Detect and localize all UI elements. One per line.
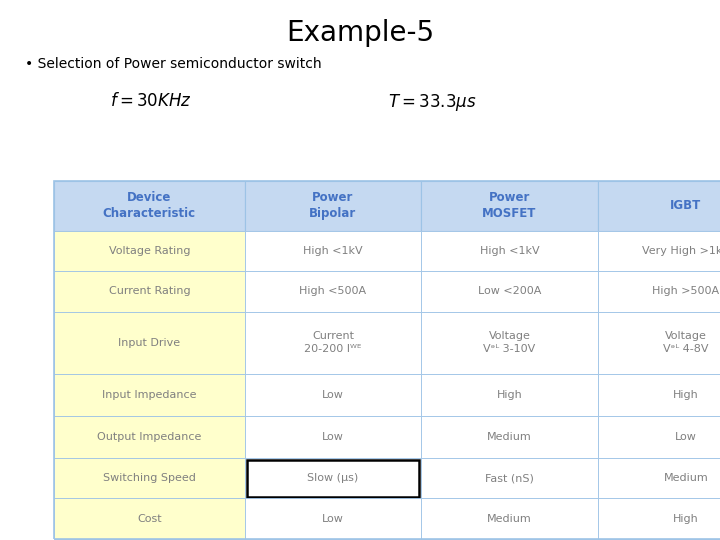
- Bar: [54, 416, 245, 458]
- Bar: [245, 416, 421, 458]
- Bar: [598, 231, 720, 271]
- Bar: [421, 181, 598, 231]
- Text: High: High: [673, 390, 698, 400]
- Bar: [421, 231, 598, 271]
- Text: High: High: [497, 390, 522, 400]
- Text: Power
MOSFET: Power MOSFET: [482, 191, 536, 220]
- Text: Switching Speed: Switching Speed: [103, 473, 196, 483]
- Text: High <1kV: High <1kV: [303, 246, 363, 256]
- Bar: [598, 271, 720, 312]
- Text: Low <200A: Low <200A: [477, 286, 541, 296]
- Text: High >500A: High >500A: [652, 286, 719, 296]
- Bar: [245, 312, 421, 374]
- Text: High: High: [673, 514, 698, 524]
- Bar: [421, 498, 598, 539]
- Text: Very High >1kV: Very High >1kV: [642, 246, 720, 256]
- Text: Low: Low: [322, 514, 344, 524]
- Bar: [245, 498, 421, 539]
- Text: Input Impedance: Input Impedance: [102, 390, 197, 400]
- Text: Voltage
Vᵊᴸ 3-10V: Voltage Vᵊᴸ 3-10V: [483, 332, 536, 354]
- Bar: [54, 458, 245, 498]
- Bar: [54, 181, 720, 539]
- Bar: [421, 458, 598, 498]
- Text: Medium: Medium: [487, 432, 532, 442]
- Bar: [421, 271, 598, 312]
- Bar: [54, 312, 245, 374]
- Text: Voltage
Vᵊᴸ 4-8V: Voltage Vᵊᴸ 4-8V: [663, 332, 708, 354]
- Bar: [421, 416, 598, 458]
- Bar: [245, 231, 421, 271]
- Text: Medium: Medium: [663, 473, 708, 483]
- Text: Power
Bipolar: Power Bipolar: [310, 191, 356, 220]
- Text: Medium: Medium: [487, 514, 532, 524]
- Bar: [421, 374, 598, 416]
- Bar: [598, 458, 720, 498]
- Text: Current Rating: Current Rating: [109, 286, 190, 296]
- Text: $f = 30KHz$: $f = 30KHz$: [110, 92, 192, 110]
- Text: Output Impedance: Output Impedance: [97, 432, 202, 442]
- Text: Fast (nS): Fast (nS): [485, 473, 534, 483]
- Bar: [245, 374, 421, 416]
- Bar: [54, 181, 245, 231]
- Bar: [54, 374, 245, 416]
- Bar: [54, 271, 245, 312]
- Text: High <500A: High <500A: [300, 286, 366, 296]
- Text: IGBT: IGBT: [670, 199, 701, 212]
- Bar: [247, 460, 419, 497]
- Bar: [598, 416, 720, 458]
- Bar: [421, 312, 598, 374]
- Text: Voltage Rating: Voltage Rating: [109, 246, 190, 256]
- Text: Device
Characteristic: Device Characteristic: [103, 191, 196, 220]
- Bar: [245, 271, 421, 312]
- Text: Low: Low: [322, 390, 344, 400]
- Text: • Selection of Power semiconductor switch: • Selection of Power semiconductor switc…: [25, 57, 322, 71]
- Bar: [54, 231, 245, 271]
- Bar: [598, 312, 720, 374]
- Bar: [598, 498, 720, 539]
- Bar: [54, 498, 245, 539]
- Text: Cost: Cost: [137, 514, 162, 524]
- Text: Low: Low: [322, 432, 344, 442]
- Text: $T = 33.3\mu s$: $T = 33.3\mu s$: [388, 92, 476, 113]
- Text: Input Drive: Input Drive: [118, 338, 181, 348]
- Text: High <1kV: High <1kV: [480, 246, 539, 256]
- Text: Slow (μs): Slow (μs): [307, 473, 359, 483]
- Bar: [598, 374, 720, 416]
- Bar: [598, 181, 720, 231]
- Text: Example-5: Example-5: [286, 19, 434, 47]
- Bar: [245, 458, 421, 498]
- Bar: [245, 181, 421, 231]
- Text: Current
20-200 Iᵂᴱ: Current 20-200 Iᵂᴱ: [305, 332, 361, 354]
- Text: Low: Low: [675, 432, 697, 442]
